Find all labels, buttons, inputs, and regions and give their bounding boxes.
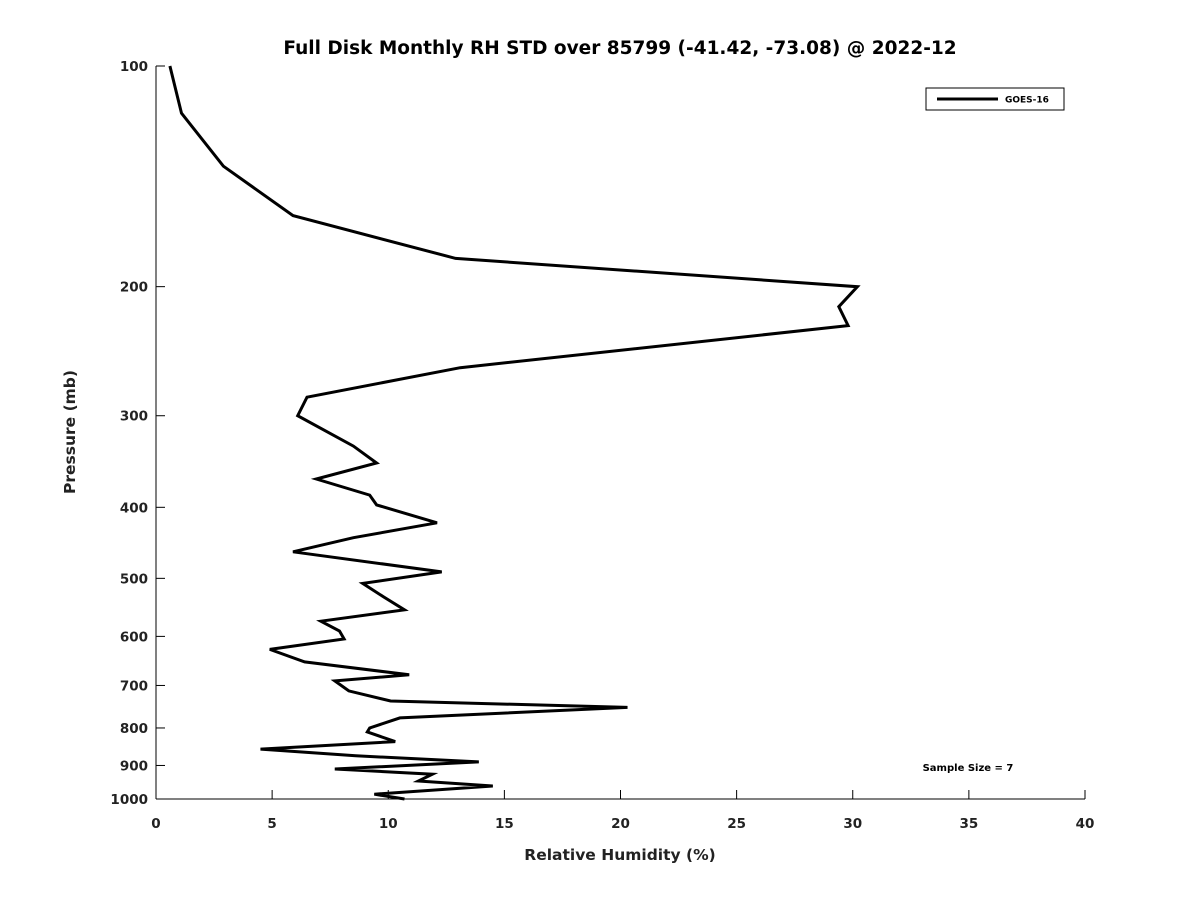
x-tick-label: 5 [267, 816, 276, 832]
sample-size-annotation: Sample Size = 7 [923, 763, 1014, 774]
x-tick-label: 35 [959, 816, 978, 832]
x-tick-label: 25 [727, 816, 746, 832]
x-tick-label: 20 [611, 816, 630, 832]
legend-label-goes-16: GOES-16 [1005, 96, 1049, 106]
y-ticks: 100 200 300 400 500 600 700 800 900 1000 [110, 59, 165, 808]
x-tick-label: 15 [495, 816, 514, 832]
x-tick-label: 40 [1076, 816, 1095, 832]
x-ticks: 0 5 10 15 20 25 30 35 40 [151, 790, 1094, 832]
y-tick-label: 900 [120, 758, 148, 774]
chart-title: Full Disk Monthly RH STD over 85799 (-41… [283, 38, 956, 59]
y-tick-label: 400 [120, 500, 148, 516]
y-tick-label: 700 [120, 678, 148, 694]
y-tick-label: 200 [120, 280, 148, 296]
x-axis-label: Relative Humidity (%) [524, 846, 715, 864]
y-tick-label: 1000 [110, 792, 148, 808]
x-tick-label: 0 [151, 816, 160, 832]
y-tick-label: 800 [120, 721, 148, 737]
y-axis-label: Pressure (mb) [61, 370, 79, 494]
series-line-goes-16 [168, 65, 861, 801]
legend: GOES-16 [925, 87, 1065, 111]
y-tick-label: 600 [120, 629, 148, 645]
y-tick-label: 500 [120, 571, 148, 587]
series-layer [168, 65, 861, 801]
y-tick-label: 300 [120, 409, 148, 425]
x-tick-label: 30 [843, 816, 862, 832]
x-tick-label: 10 [379, 816, 398, 832]
y-tick-label: 100 [120, 59, 148, 75]
